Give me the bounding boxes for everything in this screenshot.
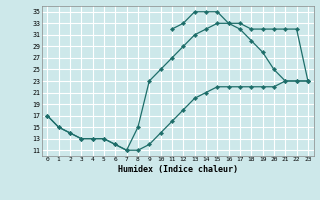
X-axis label: Humidex (Indice chaleur): Humidex (Indice chaleur) [118,165,237,174]
